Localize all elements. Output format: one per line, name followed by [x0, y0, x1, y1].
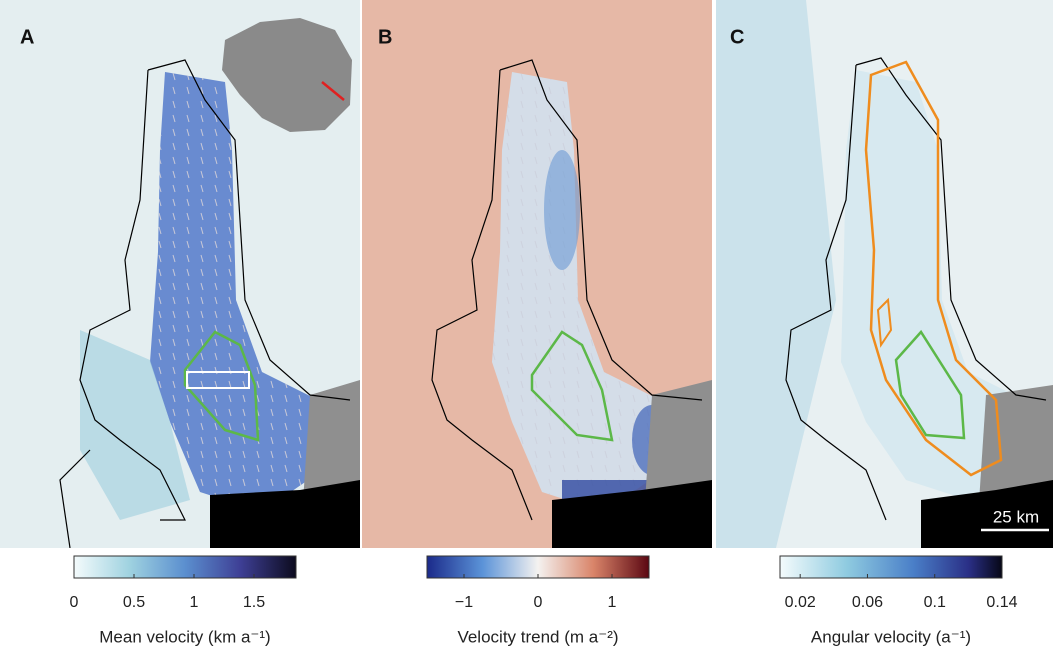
colorbar-tick-label: 0.1	[924, 594, 946, 611]
colorbar-tick-label: 0.06	[852, 594, 883, 611]
colorbar-tick-label: 0	[70, 594, 79, 611]
panel-c-map	[716, 0, 1053, 548]
colorbar	[779, 555, 1003, 579]
scale-bar-label: 25 km	[993, 507, 1039, 526]
colorbar-tick-label: −1	[455, 594, 473, 611]
colorbar	[73, 555, 297, 579]
panel-label: C	[730, 26, 744, 48]
panel-a-map	[0, 0, 360, 548]
panel-b-map	[362, 0, 712, 548]
colorbar-tick-label: 1	[190, 594, 199, 611]
colorbar-tick-label: 1	[608, 594, 617, 611]
colorbar-title: Mean velocity (km a⁻¹)	[99, 627, 270, 646]
panel-label: A	[20, 26, 34, 48]
colorbar-tick-label: 0.14	[986, 594, 1017, 611]
colorbar-tick-label: 0.5	[123, 594, 145, 611]
colorbar-title: Angular velocity (a⁻¹)	[811, 627, 971, 646]
colorbar-tick-label: 1.5	[243, 594, 265, 611]
colorbar-tick-label: 0	[534, 594, 543, 611]
colorbar-title: Velocity trend (m a⁻²)	[457, 627, 618, 646]
colorbar-tick-label: 0.02	[785, 594, 816, 611]
panel-label: B	[378, 26, 392, 48]
